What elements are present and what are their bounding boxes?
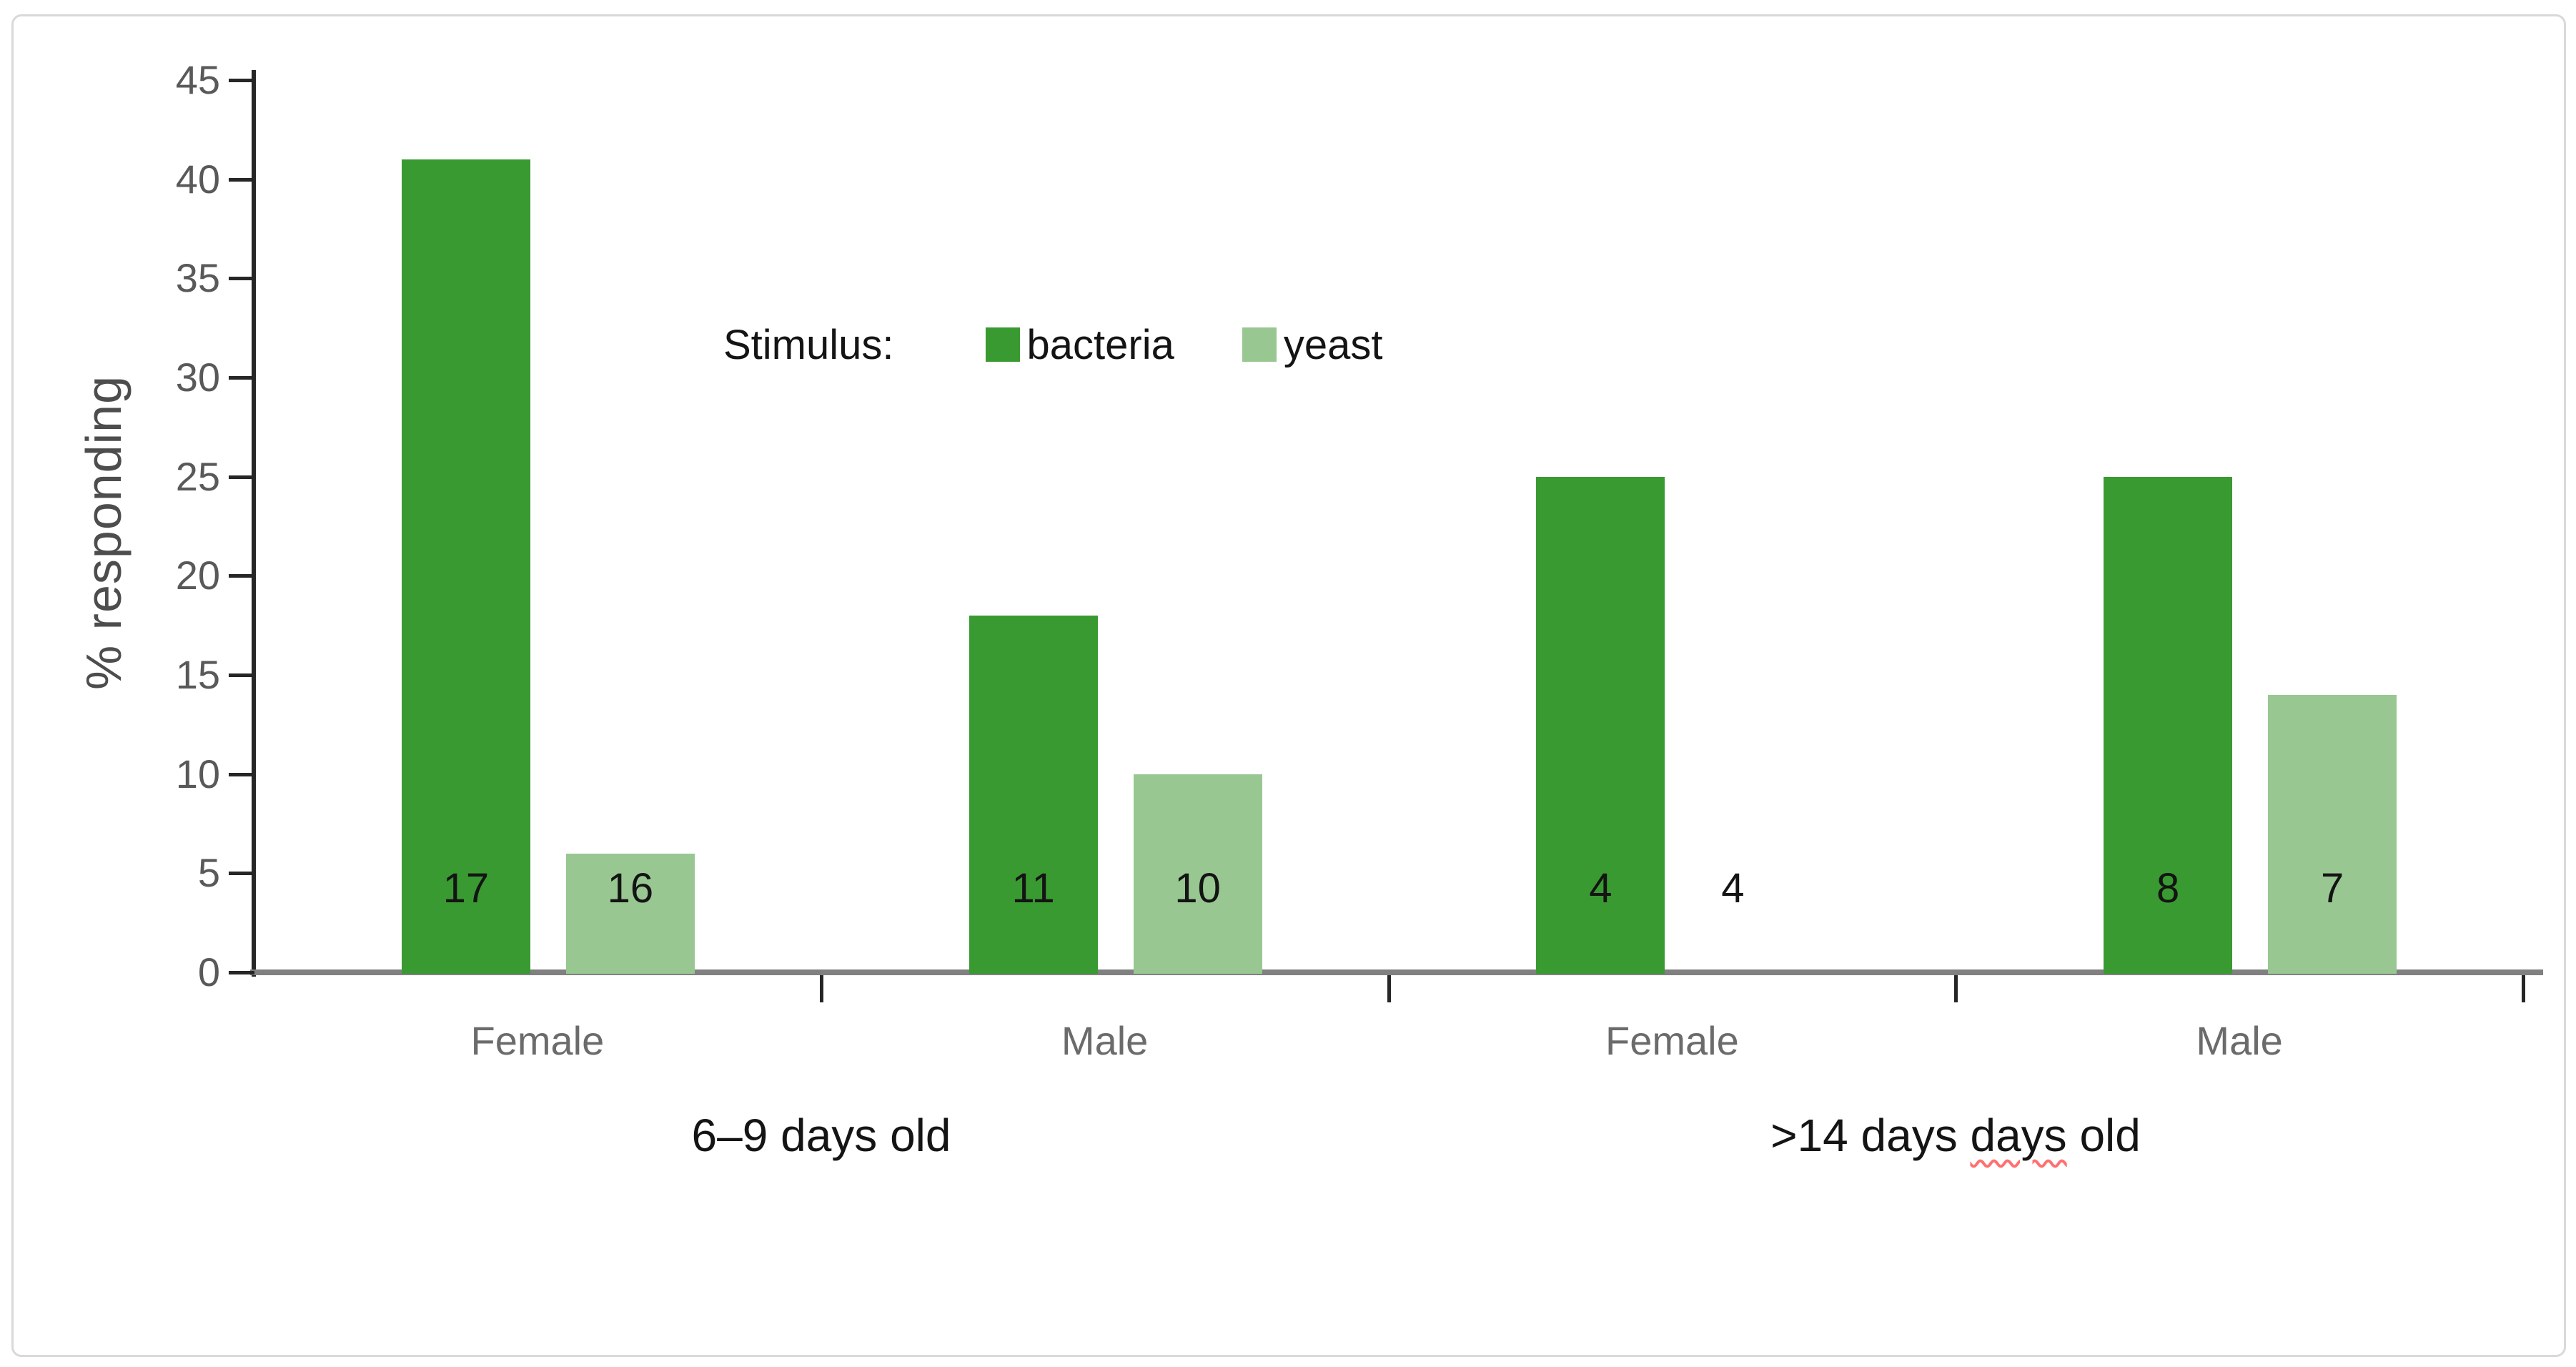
y-tick-label-5: 5: [197, 850, 220, 896]
x-tick-1: [819, 975, 823, 1002]
x-axis-baseline: [250, 969, 2543, 975]
y-tick-label-20: 20: [175, 553, 220, 598]
group2-prefix: >14 days: [1770, 1110, 1971, 1161]
bar-count-label-yeast-male-over-14-days: 7: [2320, 865, 2344, 912]
group2-suffix: old: [2066, 1110, 2141, 1161]
category-label-male-over-14-days: Male: [2196, 1018, 2283, 1063]
y-tick-label-25: 25: [175, 453, 220, 499]
y-tick-20: [229, 574, 254, 578]
x-tick-4: [2522, 975, 2525, 1002]
bar-count-label-bacteria-female-over-14-days: 4: [1589, 865, 1613, 912]
y-tick-label-40: 40: [175, 156, 220, 202]
y-tick-label-30: 30: [175, 355, 220, 400]
legend-item-bacteria: bacteria: [985, 321, 1174, 369]
legend: Stimulus: bacteria yeast: [723, 319, 1383, 370]
y-tick-10: [229, 772, 254, 776]
legend-label-bacteria: bacteria: [1026, 321, 1174, 368]
bar-bacteria-male-6-9-days: [969, 615, 1098, 974]
bar-yeast-female-6-9-days: [565, 853, 695, 974]
y-tick-25: [229, 475, 254, 479]
bar-count-label-yeast-female-6-9-days: 16: [607, 865, 654, 912]
bar-count-label-bacteria-male-6-9-days: 11: [1011, 865, 1055, 912]
y-tick-label-15: 15: [175, 652, 220, 697]
category-label-female-over-14-days: Female: [1605, 1018, 1739, 1063]
bar-bacteria-female-6-9-days: [401, 159, 530, 974]
category-label-male-6-9-days: Male: [1061, 1018, 1149, 1063]
y-tick-45: [229, 79, 254, 82]
legend-item-yeast: yeast: [1242, 321, 1383, 369]
y-tick-0: [229, 971, 254, 974]
y-tick-15: [229, 673, 254, 677]
bar-count-label-bacteria-male-over-14-days: 8: [2156, 865, 2180, 912]
yeast-swatch-icon: [1242, 327, 1277, 362]
group-label-over-14-days: >14 days days old: [1527, 1107, 2384, 1164]
y-tick-label-10: 10: [175, 751, 220, 796]
y-tick-30: [229, 376, 254, 380]
bar-bacteria-female-over-14-days: [1536, 476, 1665, 974]
bar-yeast-male-over-14-days: [2268, 694, 2397, 974]
bar-yeast-male-6-9-days: [1133, 774, 1262, 974]
group2-duplicated-word: days: [1970, 1110, 2067, 1161]
y-tick-label-45: 45: [175, 57, 220, 102]
y-tick-40: [229, 177, 254, 182]
x-tick-3: [1954, 975, 1958, 1002]
y-tick-35: [229, 277, 254, 281]
y-tick-5: [229, 872, 254, 876]
y-axis-line: [252, 70, 256, 977]
bacteria-swatch-icon: [985, 327, 1020, 362]
category-label-female-6-9-days: Female: [470, 1018, 605, 1063]
legend-title: Stimulus:: [723, 321, 894, 368]
bar-count-label-bacteria-female-6-9-days: 17: [442, 865, 490, 912]
y-tick-label-35: 35: [175, 255, 220, 301]
bar-count-label-yeast-male-6-9-days: 10: [1174, 865, 1221, 912]
bar-count-label-yeast-female-over-14-days: 4: [1721, 865, 1745, 912]
group-label-6-9-days: 6–9 days old: [691, 1110, 951, 1161]
legend-label-yeast: yeast: [1283, 321, 1383, 368]
y-tick-label-0: 0: [197, 949, 220, 995]
x-tick-2: [1387, 975, 1391, 1002]
bar-bacteria-male-over-14-days: [2104, 476, 2233, 974]
